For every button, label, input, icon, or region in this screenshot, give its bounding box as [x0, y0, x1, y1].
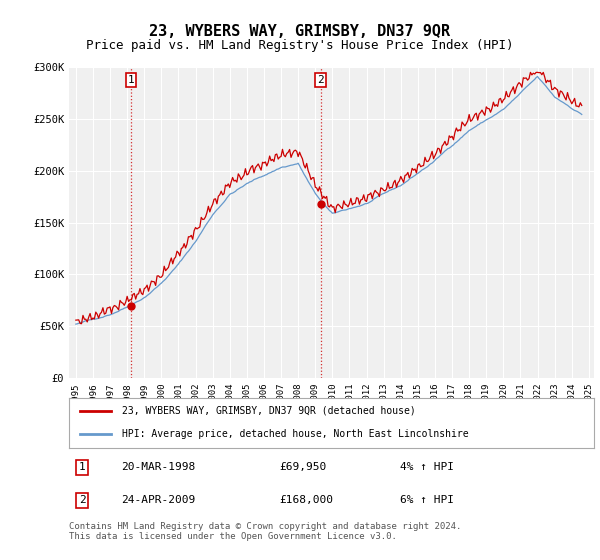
Text: HPI: Average price, detached house, North East Lincolnshire: HPI: Average price, detached house, Nort…: [121, 429, 468, 439]
Text: Price paid vs. HM Land Registry's House Price Index (HPI): Price paid vs. HM Land Registry's House …: [86, 39, 514, 52]
Text: £69,950: £69,950: [279, 462, 326, 472]
Text: Contains HM Land Registry data © Crown copyright and database right 2024.
This d: Contains HM Land Registry data © Crown c…: [69, 522, 461, 542]
Text: 20-MAR-1998: 20-MAR-1998: [121, 462, 196, 472]
Text: 6% ↑ HPI: 6% ↑ HPI: [400, 495, 454, 505]
Text: 1: 1: [79, 462, 86, 472]
Text: 1: 1: [128, 76, 134, 86]
Text: 24-APR-2009: 24-APR-2009: [121, 495, 196, 505]
Text: 2: 2: [79, 495, 86, 505]
Text: 23, WYBERS WAY, GRIMSBY, DN37 9QR: 23, WYBERS WAY, GRIMSBY, DN37 9QR: [149, 24, 451, 39]
Text: £168,000: £168,000: [279, 495, 333, 505]
Text: 23, WYBERS WAY, GRIMSBY, DN37 9QR (detached house): 23, WYBERS WAY, GRIMSBY, DN37 9QR (detac…: [121, 405, 415, 416]
Text: 4% ↑ HPI: 4% ↑ HPI: [400, 462, 454, 472]
Text: 2: 2: [317, 76, 324, 86]
